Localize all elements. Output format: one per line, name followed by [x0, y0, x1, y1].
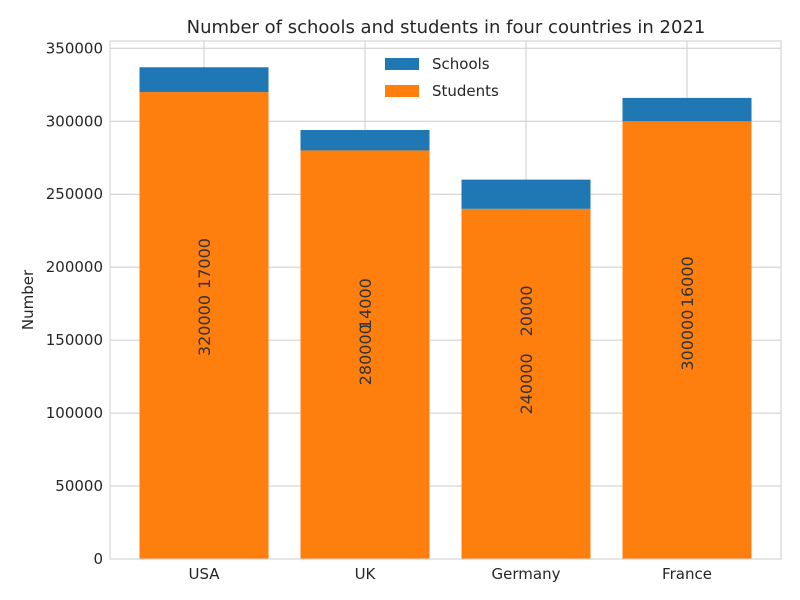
x-tick-label: Germany — [492, 565, 561, 583]
bars — [139, 67, 752, 560]
data-label-students-usa: 320000 — [195, 295, 214, 356]
bar-schools-germany — [461, 179, 591, 209]
bar-students-usa — [139, 92, 269, 559]
y-tick-label: 150000 — [46, 331, 103, 349]
y-tick-label: 250000 — [46, 185, 103, 203]
data-label-schools-germany: 20000 — [517, 285, 536, 336]
y-axis-ticks: 0 50000 100000 150000 200000 250000 300000 3500… — [46, 39, 103, 568]
y-axis-label: Number — [19, 269, 37, 330]
x-axis-ticks: USA UK Germany France — [188, 565, 711, 583]
data-label-students-germany: 240000 — [517, 353, 536, 414]
y-tick-label: 300000 — [46, 112, 103, 130]
legend-swatch-schools — [385, 58, 419, 70]
plot-frame — [109, 40, 782, 560]
legend-swatch-students — [385, 85, 419, 97]
legend-label-schools: Schools — [432, 55, 490, 73]
chart-title: Number of schools and students in four c… — [187, 17, 706, 38]
x-tick-label: France — [662, 565, 712, 583]
x-tick-label: USA — [188, 565, 220, 583]
data-label-students-france: 300000 — [678, 310, 697, 371]
y-tick-label: 200000 — [46, 258, 103, 276]
bar-students-germany — [461, 208, 591, 560]
bar-students-uk — [300, 150, 430, 559]
y-tick-label: 350000 — [46, 39, 103, 57]
legend-label-students: Students — [432, 82, 499, 100]
bar-schools-france — [622, 97, 752, 122]
data-label-schools-france: 16000 — [678, 256, 697, 307]
x-tick-label: UK — [355, 565, 377, 583]
data-label-students-uk: 280000 — [356, 324, 375, 385]
legend: Schools Students — [385, 55, 499, 100]
y-tick-label: 50000 — [55, 477, 103, 495]
bar-students-france — [622, 121, 752, 559]
data-label-schools-uk: 14000 — [356, 278, 375, 329]
bar-schools-uk — [300, 130, 430, 151]
y-tick-label: 100000 — [46, 404, 103, 422]
y-tick-label: 0 — [93, 550, 103, 568]
bar-schools-usa — [139, 67, 269, 93]
data-label-schools-usa: 17000 — [195, 238, 214, 289]
